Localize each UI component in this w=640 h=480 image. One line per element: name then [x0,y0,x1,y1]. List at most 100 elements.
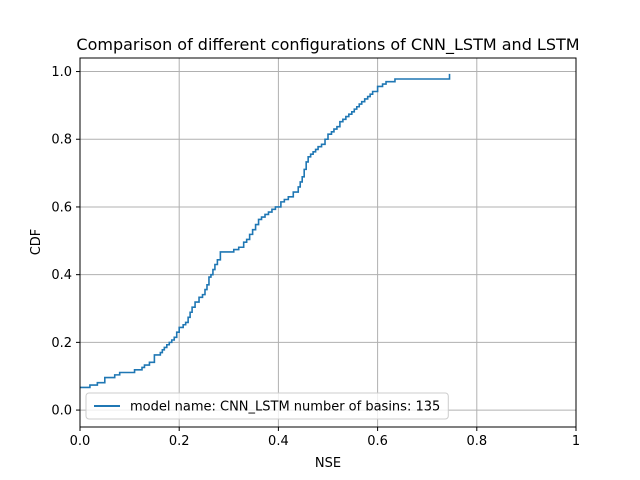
x-tick-label: 0.0 [70,434,91,449]
data-point [348,113,350,115]
data-point [208,276,210,278]
data-point [258,219,260,221]
y-tick-label: 0.6 [51,200,72,215]
data-point [226,251,228,253]
data-point [394,78,396,80]
data-point [321,144,323,146]
data-point [144,364,146,366]
data-point [149,362,151,364]
data-point [301,176,303,178]
data-point [185,322,187,324]
data-point [449,73,451,75]
data-point [345,116,347,118]
data-point [339,121,341,123]
data-point [353,108,355,110]
data-point [204,289,206,291]
x-tick-label: 0.6 [367,434,388,449]
data-point [324,138,326,140]
data-point [264,214,266,216]
data-point [178,327,180,329]
plot-frame [79,57,577,428]
data-point [416,78,418,80]
data-point [249,234,251,236]
data-point [369,93,371,95]
data-point [154,354,156,356]
data-point [377,86,379,88]
data-point [119,372,121,374]
data-point [303,169,305,171]
data-point [233,249,235,251]
data-point [162,349,164,351]
data-point [405,78,407,80]
data-point [194,301,196,303]
data-point [210,274,212,276]
data-point [223,251,225,253]
data-point [342,118,344,120]
data-point [284,199,286,201]
data-point [307,156,309,158]
data-point [361,101,363,103]
series-line-cnn-lstm [80,73,451,389]
data-point [182,324,184,326]
data-point [238,246,240,248]
data-point [173,336,175,338]
y-tick-label: 0.2 [51,336,72,351]
data-point [372,91,374,93]
data-point [310,153,312,155]
data-point [134,369,136,371]
data-point [333,128,335,130]
data-point [358,103,360,105]
ticks-layer: 0.0 0.2 0.4 0.6 0.8 1 0.0 0.2 0.4 0.6 0.8 1.0 [51,65,580,449]
data-point [399,78,401,80]
data-point [297,186,299,188]
data-point [141,367,143,369]
data-point [160,352,162,354]
data-point [390,81,392,83]
y-tick-label: 0.4 [51,268,72,283]
data-point [129,372,131,374]
data-point [114,374,116,376]
data-point [271,209,273,211]
data-point [104,377,106,379]
data-point [356,106,358,108]
data-point [89,384,91,386]
data-point [268,211,270,213]
data-point [166,344,168,346]
data-point [299,181,301,183]
data-point [351,111,353,113]
data-point [176,331,178,333]
y-tick-label: 0.0 [51,404,72,419]
data-point [364,98,366,100]
data-point [305,161,307,163]
series-layer [80,73,451,389]
data-point [206,284,208,286]
data-point [447,78,449,80]
data-point [198,297,200,299]
data-point [97,382,99,384]
data-point [261,216,263,218]
legend-box [85,392,449,420]
data-point [317,146,319,148]
data-point [312,151,314,153]
data-point [275,206,277,208]
chart-title: Comparison of different configurations o… [76,35,579,55]
data-point [168,342,170,344]
data-point [191,306,193,308]
data-point [382,83,384,85]
data-point [164,347,166,349]
legend: model name: CNN_LSTM number of basins: 1… [85,392,449,420]
data-point [367,96,369,98]
y-tick-label: 0.8 [51,133,72,148]
data-point [331,131,333,133]
y-tick-label: 1.0 [51,65,72,80]
x-tick-label: 1 [572,434,580,449]
data-point [292,191,294,193]
data-point [280,201,282,203]
data-point [327,133,329,135]
data-point [255,224,257,226]
data-point [411,78,413,80]
x-tick-label: 0.2 [169,434,190,449]
data-point [288,196,290,198]
data-point [189,311,191,313]
